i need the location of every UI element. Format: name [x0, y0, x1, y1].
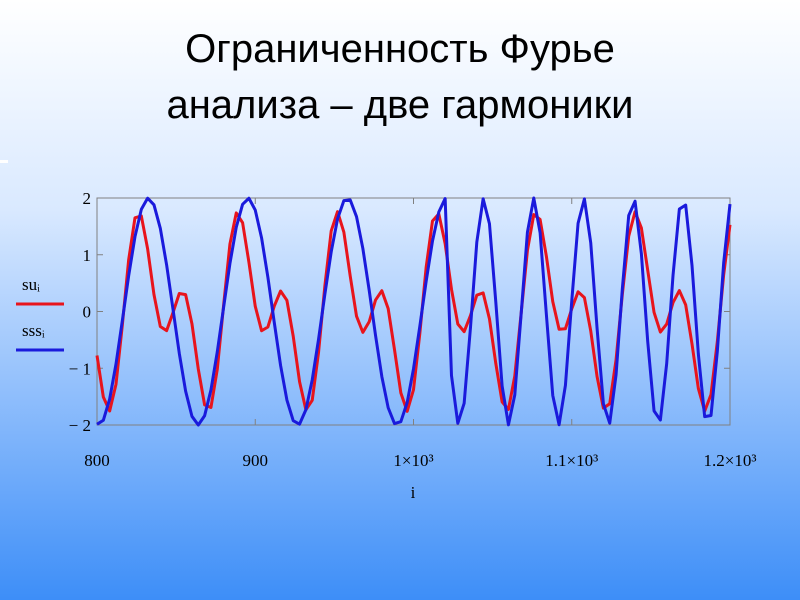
x-axis-label: i — [411, 483, 416, 502]
y-tick-label: 2 — [83, 189, 92, 208]
y-tick-label: − 1 — [69, 359, 91, 378]
x-tick-label: 1.1×10³ — [545, 451, 598, 470]
chart-title: Ограниченность Фурье — [185, 27, 615, 71]
y-tick-label: 1 — [83, 246, 92, 265]
series-line — [96, 196, 732, 427]
legend-label: suᵢ — [22, 275, 40, 294]
x-tick-label: 900 — [243, 451, 269, 470]
x-tick-label: 1.2×10³ — [704, 451, 757, 470]
y-tick-label: − 2 — [69, 416, 91, 435]
y-tick-label: 0 — [83, 303, 92, 322]
chart-title: анализа – две гармоники — [166, 83, 633, 127]
x-tick-label: 800 — [84, 451, 110, 470]
legend-label: sssᵢ — [22, 321, 45, 340]
x-tick-label: 1×10³ — [393, 451, 433, 470]
decoration — [0, 160, 8, 163]
